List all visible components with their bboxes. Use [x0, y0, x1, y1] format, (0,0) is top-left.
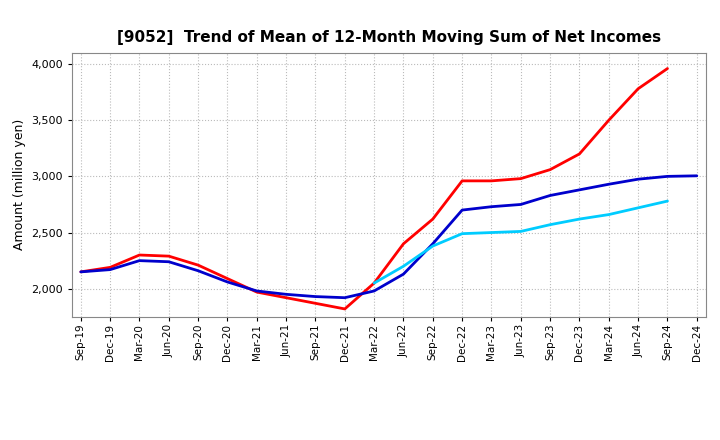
5 Years: [634, 176, 642, 182]
7 Years: [663, 198, 672, 204]
5 Years: [164, 259, 173, 264]
7 Years: [575, 216, 584, 222]
5 Years: [341, 295, 349, 301]
5 Years: [575, 187, 584, 192]
5 Years: [546, 193, 554, 198]
3 Years: [223, 276, 232, 281]
3 Years: [253, 290, 261, 295]
7 Years: [605, 212, 613, 217]
5 Years: [311, 294, 320, 299]
Line: 3 Years: 3 Years: [81, 69, 667, 309]
5 Years: [516, 202, 525, 207]
3 Years: [605, 117, 613, 123]
3 Years: [106, 265, 114, 270]
Line: 5 Years: 5 Years: [81, 176, 697, 298]
7 Years: [399, 264, 408, 269]
3 Years: [663, 66, 672, 71]
3 Years: [516, 176, 525, 181]
5 Years: [428, 241, 437, 246]
5 Years: [135, 258, 144, 263]
Title: [9052]  Trend of Mean of 12-Month Moving Sum of Net Incomes: [9052] Trend of Mean of 12-Month Moving …: [117, 29, 661, 45]
3 Years: [311, 301, 320, 306]
5 Years: [663, 174, 672, 179]
3 Years: [282, 295, 290, 301]
5 Years: [76, 269, 85, 275]
3 Years: [458, 178, 467, 183]
5 Years: [282, 292, 290, 297]
3 Years: [399, 241, 408, 246]
3 Years: [370, 280, 379, 286]
7 Years: [428, 243, 437, 249]
Legend: 3 Years, 5 Years, 7 Years, 10 Years: 3 Years, 5 Years, 7 Years, 10 Years: [179, 434, 598, 440]
3 Years: [546, 167, 554, 172]
3 Years: [76, 269, 85, 275]
3 Years: [135, 253, 144, 258]
5 Years: [223, 279, 232, 285]
5 Years: [253, 288, 261, 293]
7 Years: [634, 205, 642, 210]
3 Years: [164, 253, 173, 259]
7 Years: [458, 231, 467, 236]
7 Years: [487, 230, 496, 235]
5 Years: [487, 204, 496, 209]
Y-axis label: Amount (million yen): Amount (million yen): [13, 119, 26, 250]
5 Years: [370, 288, 379, 293]
5 Years: [106, 267, 114, 272]
5 Years: [693, 173, 701, 179]
3 Years: [428, 216, 437, 222]
5 Years: [458, 207, 467, 213]
5 Years: [605, 182, 613, 187]
3 Years: [575, 151, 584, 157]
3 Years: [194, 263, 202, 268]
5 Years: [194, 268, 202, 273]
Line: 7 Years: 7 Years: [374, 201, 667, 283]
7 Years: [370, 280, 379, 286]
3 Years: [634, 86, 642, 92]
7 Years: [546, 222, 554, 227]
5 Years: [399, 271, 408, 277]
3 Years: [487, 178, 496, 183]
7 Years: [516, 229, 525, 234]
3 Years: [341, 306, 349, 312]
